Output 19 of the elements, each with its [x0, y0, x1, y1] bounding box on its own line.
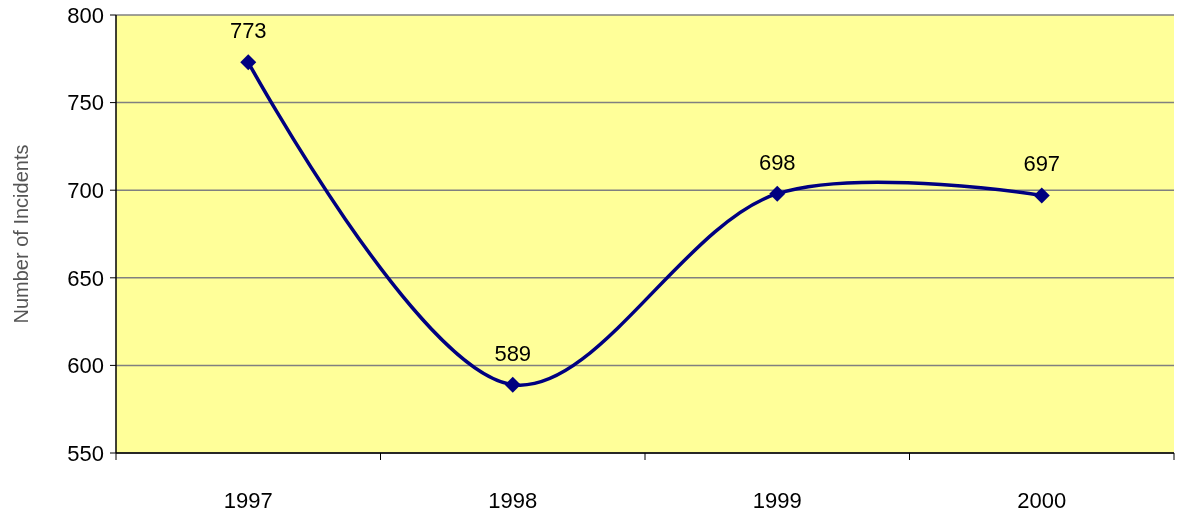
y-tick-label: 650 [67, 265, 104, 291]
data-label: 773 [229, 18, 267, 44]
point [504, 376, 521, 393]
point [240, 54, 257, 71]
point [769, 185, 786, 202]
x-tick-label: 1997 [223, 488, 273, 513]
data-label: 589 [494, 340, 532, 366]
y-tick-label: 800 [67, 2, 104, 28]
x-tick-label: 2000 [1017, 488, 1067, 513]
point [1033, 187, 1050, 204]
y-tick-label: 750 [67, 90, 104, 116]
x-tick-label: 1998 [488, 488, 538, 513]
data-label: 697 [1023, 151, 1061, 177]
y-axis-title: Number of Incidents [10, 144, 32, 324]
data-label: 698 [758, 149, 796, 175]
y-tick-label: 600 [67, 353, 104, 379]
y-tick-label: 550 [67, 440, 104, 466]
y-tick-label: 700 [67, 177, 104, 203]
x-tick-label: 1999 [752, 488, 802, 513]
